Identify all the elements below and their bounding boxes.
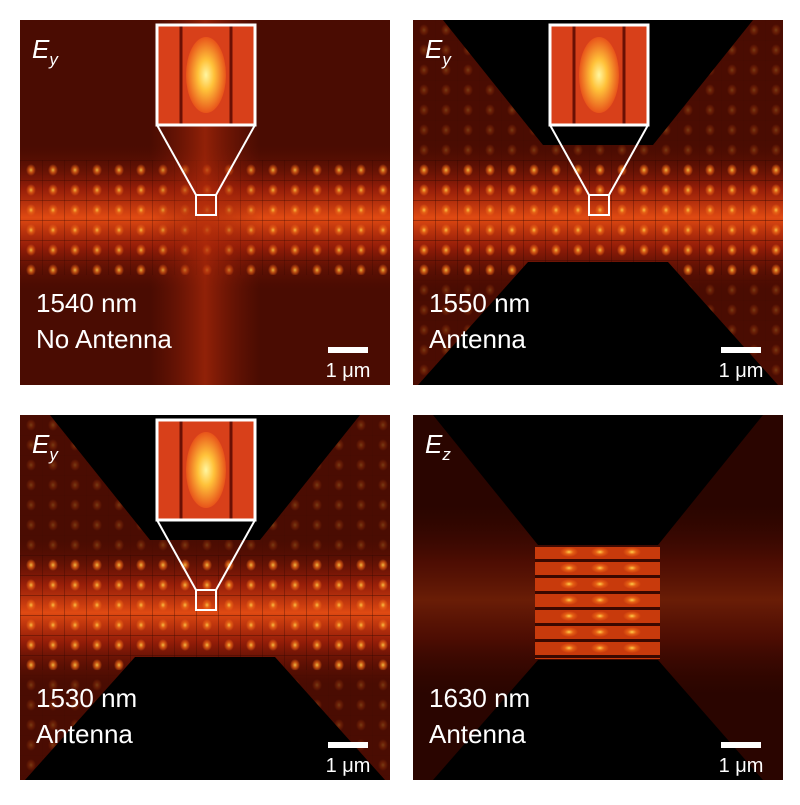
- field-map: [413, 415, 783, 780]
- scale-bar: [328, 347, 368, 353]
- field-label: Ey: [32, 34, 59, 69]
- antenna-bottom: [25, 657, 385, 780]
- field-map: [20, 415, 390, 780]
- antenna-bottom: [433, 660, 763, 780]
- zoom-line: [549, 124, 590, 196]
- configuration: Antenna: [429, 324, 526, 354]
- zoom-box: [195, 194, 217, 216]
- inset-frame: [155, 23, 257, 127]
- inset-spot: [579, 37, 619, 113]
- field-subscript: y: [48, 445, 59, 464]
- field-subscript: y: [48, 50, 59, 69]
- configuration: Antenna: [429, 719, 526, 749]
- zoom-box: [195, 589, 217, 611]
- panel: Ey 1550 nm Antenna 1 μm: [413, 20, 783, 385]
- scale-label: 1 μm: [326, 360, 371, 382]
- scale-label: 1 μm: [326, 755, 371, 777]
- field-label: Ey: [32, 429, 59, 464]
- field-subscript: z: [441, 445, 451, 464]
- panel: Ey 1530 nm Antenna 1 μm: [20, 415, 390, 780]
- antenna-bottom: [418, 262, 778, 385]
- inset-spot: [186, 37, 226, 113]
- panel: Ey 1540 nm No Antenna 1 μm: [20, 20, 390, 385]
- scale-label: 1 μm: [719, 755, 764, 777]
- scale-bar: [721, 347, 761, 353]
- scale-label: 1 μm: [719, 360, 764, 382]
- center-stripes: [535, 547, 660, 659]
- field-label: Ez: [425, 429, 451, 464]
- field-symbol: E: [32, 34, 50, 64]
- field-map: [20, 20, 390, 385]
- zoom-line: [215, 124, 256, 196]
- zoom-box: [588, 194, 610, 216]
- inset-spot: [186, 432, 226, 508]
- panel: Ez 1630 nm Antenna 1 μm: [413, 415, 783, 780]
- field-subscript: y: [441, 50, 452, 69]
- field-symbol: E: [425, 34, 443, 64]
- configuration: No Antenna: [36, 324, 172, 354]
- antenna-top: [433, 415, 763, 545]
- inset-frame: [155, 418, 257, 522]
- wavelength: 1540 nm: [36, 288, 137, 318]
- scale-bar: [328, 742, 368, 748]
- field-symbol: E: [425, 429, 443, 459]
- field-symbol: E: [32, 429, 50, 459]
- zoom-line: [156, 519, 197, 591]
- wavelength: 1530 nm: [36, 683, 137, 713]
- inset-frame: [548, 23, 650, 127]
- wavelength: 1630 nm: [429, 683, 530, 713]
- scale-bar: [721, 742, 761, 748]
- field-label: Ey: [425, 34, 452, 69]
- field-map: [413, 20, 783, 385]
- zoom-line: [608, 124, 649, 196]
- configuration: Antenna: [36, 719, 133, 749]
- zoom-line: [156, 124, 197, 196]
- zoom-line: [215, 519, 256, 591]
- wavelength: 1550 nm: [429, 288, 530, 318]
